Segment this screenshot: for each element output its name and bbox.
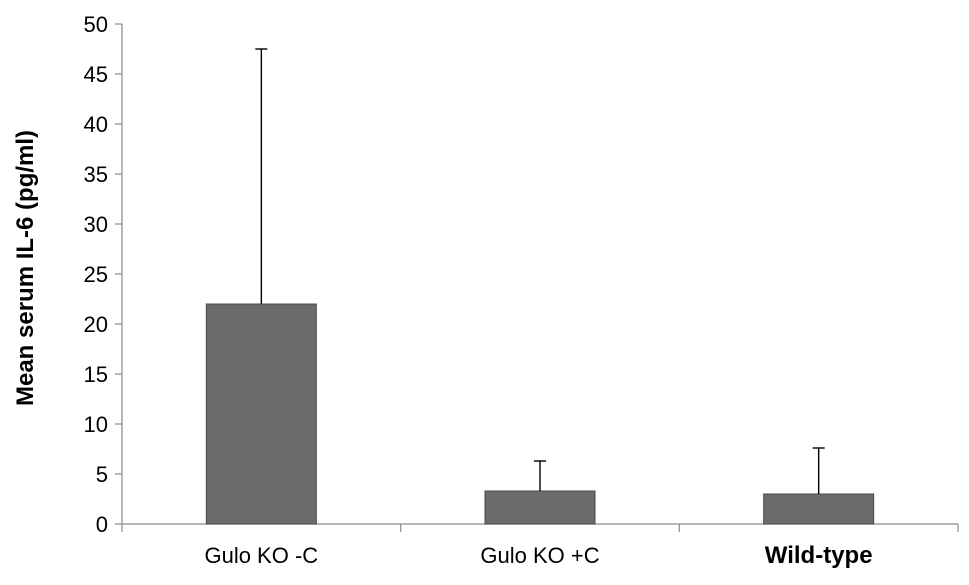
y-tick-label: 0 <box>96 512 108 537</box>
y-tick-label: 35 <box>84 162 108 187</box>
y-tick-label: 30 <box>84 212 108 237</box>
y-axis-label: Mean serum IL-6 (pg/ml) <box>12 130 39 406</box>
x-tick-label: Wild-type <box>765 542 873 569</box>
bars <box>205 303 875 525</box>
y-tick-label: 50 <box>84 12 108 37</box>
y-tick-label: 25 <box>84 262 108 287</box>
error-bars <box>255 48 825 494</box>
y-tick-label: 10 <box>84 412 108 437</box>
y-tick-label: 40 <box>84 112 108 137</box>
bar <box>484 490 596 525</box>
y-tick-label: 20 <box>84 312 108 337</box>
x-tick-label: Gulo KO -C <box>204 543 318 568</box>
y-axis-ticks: 0 5 10 15 20 25 30 35 40 45 50 <box>84 12 122 537</box>
y-axis-label-group: Mean serum IL-6 (pg/ml) <box>12 130 39 406</box>
y-tick-label: 15 <box>84 362 108 387</box>
y-tick-label: 45 <box>84 62 108 87</box>
y-tick-label: 5 <box>96 462 108 487</box>
bar <box>763 493 875 525</box>
x-axis-ticks: Gulo KO -C Gulo KO +C Wild-type <box>121 524 959 569</box>
x-tick-label: Gulo KO +C <box>480 543 599 568</box>
bar <box>205 303 317 525</box>
